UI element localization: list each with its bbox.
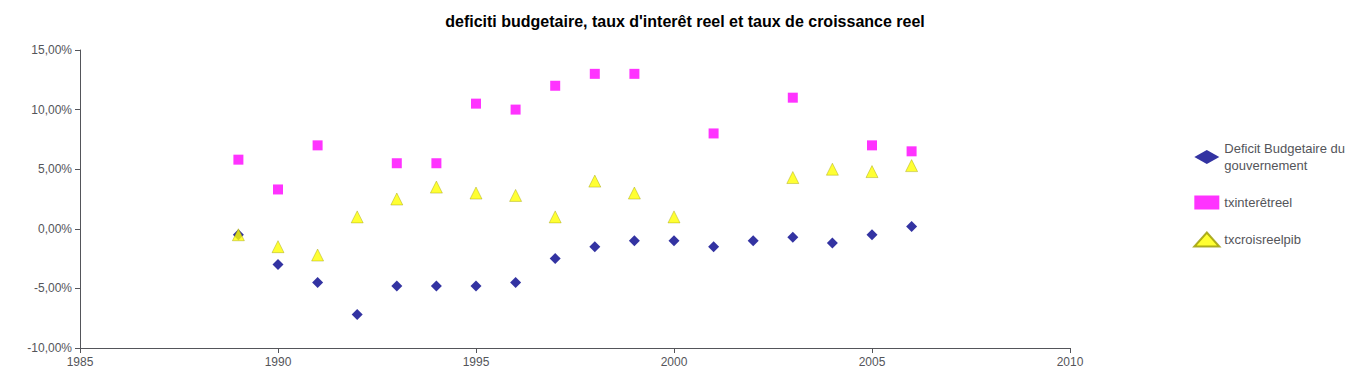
svg-text:2000: 2000 — [661, 355, 688, 369]
svg-text:1985: 1985 — [67, 355, 94, 369]
svg-text:deficiti budgetaire, taux d'in: deficiti budgetaire, taux d'interêt reel… — [445, 13, 925, 30]
svg-text:1990: 1990 — [265, 355, 292, 369]
svg-text:5,00%: 5,00% — [38, 162, 72, 176]
svg-text:gouvernement: gouvernement — [1224, 158, 1307, 173]
svg-text:15,00%: 15,00% — [31, 43, 72, 57]
svg-text:-5,00%: -5,00% — [34, 281, 72, 295]
svg-text:txinterêtreel: txinterêtreel — [1224, 195, 1292, 210]
svg-text:0,00%: 0,00% — [38, 222, 72, 236]
svg-text:txcroisreelpib: txcroisreelpib — [1224, 232, 1301, 247]
svg-text:2010: 2010 — [1057, 355, 1084, 369]
svg-text:Deficit Budgetaire du: Deficit Budgetaire du — [1224, 141, 1345, 156]
svg-text:10,00%: 10,00% — [31, 103, 72, 117]
svg-text:-10,00%: -10,00% — [27, 341, 72, 355]
svg-text:1995: 1995 — [463, 355, 490, 369]
svg-text:2005: 2005 — [859, 355, 886, 369]
